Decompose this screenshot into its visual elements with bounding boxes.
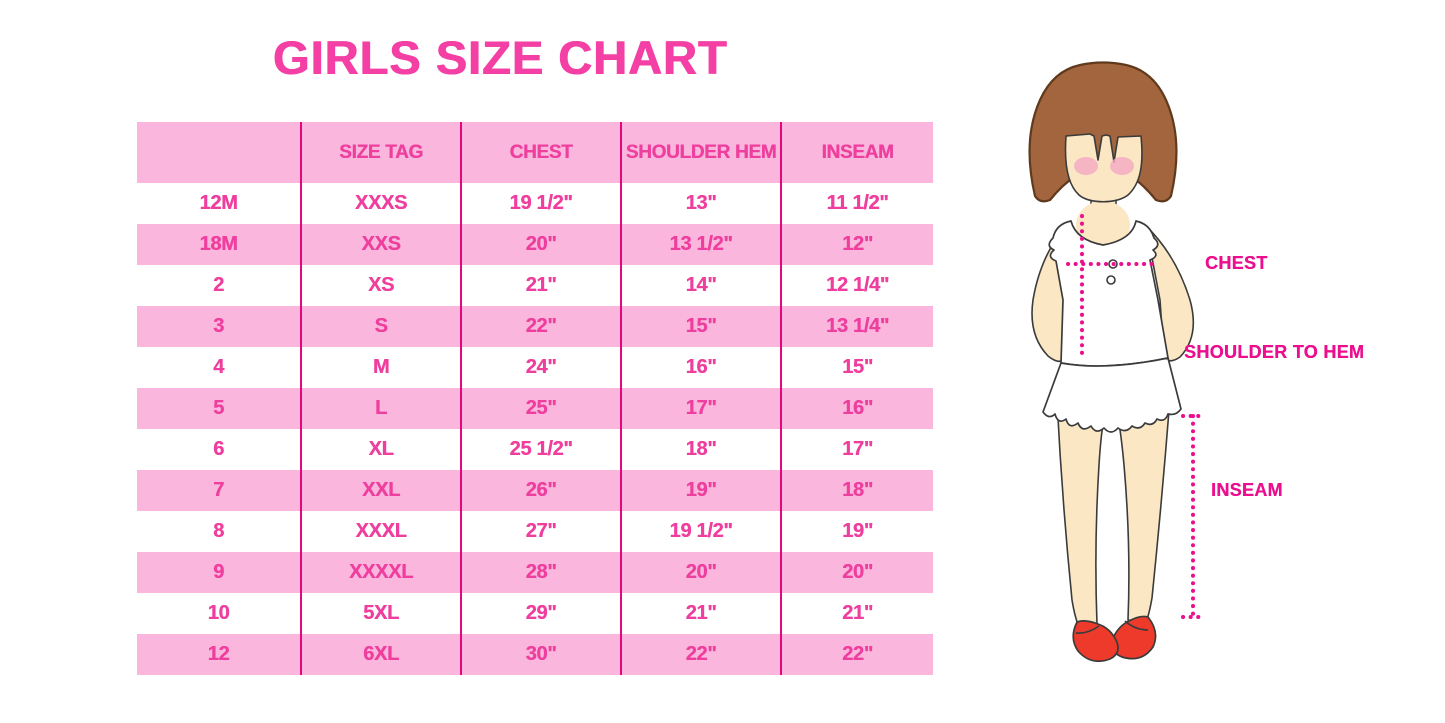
table-cell: 30" [460,634,620,675]
blush [1074,157,1134,175]
table-cell: 25" [460,388,620,429]
table-cell: 18" [620,429,780,470]
neck [1076,197,1130,249]
table-cell: 6 [213,438,224,460]
girl-illustration [1028,61,1205,663]
table-cell: 18M [199,233,238,255]
table-row: 3 S 22" 15" 13 1/4" [137,306,933,347]
header-cell: SIZE TAG [300,122,460,183]
table-cell: 5XL [300,593,460,634]
table-cell: S [300,306,460,347]
table-cell: XXXL [300,511,460,552]
table-cell: 8 [213,520,224,542]
table-body: 12M XXXS 19 1/2" 13" 11 1/2" 18M XXS 20" 13 1/2"… [137,183,933,675]
table-cell: 5 [213,397,224,419]
table-cell: 16" [620,347,780,388]
table-row: 6 XL 25 1/2" 18" 17" [137,429,933,470]
bodice [1048,220,1169,367]
table-cell: 29" [460,593,620,634]
table-cell: 28" [460,552,620,593]
table-row: 7 XXL 26" 19" 18" [137,470,933,511]
table-cell: 13 1/2" [620,224,780,265]
table-cell: 2 [213,274,224,296]
table-cell: 10 [207,602,230,624]
shoes [1072,615,1157,663]
table-cell: 20" [780,552,933,593]
table-cell: 7 [213,479,224,501]
table-cell: 15" [620,306,780,347]
table-cell: 21" [460,265,620,306]
table-cell: 9 [213,561,224,583]
skirt [1042,357,1182,433]
table-cell: L [300,388,460,429]
table-cell: XXL [300,470,460,511]
table-row: 8 XXXL 27" 19 1/2" 19" [137,511,933,552]
header-cell: SHOULDER HEM [620,122,780,183]
table-cell: 26" [460,470,620,511]
table-cell: 22" [780,634,933,675]
table-cell: 4 [213,356,224,378]
table-cell: 17" [620,388,780,429]
table-cell: XXS [300,224,460,265]
table-cell: XXXS [300,183,460,224]
table-cell: M [300,347,460,388]
table-cell: 21" [620,593,780,634]
header-cell: INSEAM [780,122,933,183]
header-cell: CHEST [460,122,620,183]
table-cell: 20" [460,224,620,265]
table-cell: 12M [199,192,238,214]
chest-label: CHEST [1205,253,1268,273]
table-cell: 22" [620,634,780,675]
table-cell: 19" [780,511,933,552]
measurement-lines [1066,214,1205,619]
shoulder-to-hem-label: SHOULDER TO HEM [1184,342,1365,362]
table-cell: 16" [780,388,933,429]
table-cell: XS [300,265,460,306]
girl-measurement-figure: CHEST SHOULDER TO HEM INSEAM [1000,50,1445,690]
table-cell: 18" [780,470,933,511]
table-row: 4 M 24" 16" 15" [137,347,933,388]
table-row: 10 5XL 29" 21" 21" [137,593,933,634]
table-row: 12M XXXS 19 1/2" 13" 11 1/2" [137,183,933,224]
table-cell: XXXXL [300,552,460,593]
table-cell: 22" [460,306,620,347]
table-row: 2 XS 21" 14" 12 1/4" [137,265,933,306]
table-cell: 15" [780,347,933,388]
table-cell: 14" [620,265,780,306]
table-cell: 27" [460,511,620,552]
inseam-label: INSEAM [1211,480,1283,500]
header-cell [137,122,300,183]
table-cell: 25 1/2" [460,429,620,470]
table-cell: 17" [780,429,933,470]
table-cell: 19 1/2" [460,183,620,224]
table-cell: 12 [207,643,230,665]
table-cell: 24" [460,347,620,388]
face [1064,133,1143,203]
table-row: 18M XXS 20" 13 1/2" 12" [137,224,933,265]
table-cell: 19" [620,470,780,511]
table-cell: 11 1/2" [780,183,933,224]
page-title: GIRLS SIZE CHART [272,31,728,84]
table-cell: XL [300,429,460,470]
table-cell: 12 1/4" [780,265,933,306]
table-cell: 13" [620,183,780,224]
table-row: 9 XXXXL 28" 20" 20" [137,552,933,593]
table-row: 5 L 25" 17" 16" [137,388,933,429]
table-cell: 21" [780,593,933,634]
table-cell: 6XL [300,634,460,675]
table-cell: 19 1/2" [620,511,780,552]
table-header-row: SIZE TAG CHEST SHOULDER HEM INSEAM [137,122,933,183]
table-cell: 12" [780,224,933,265]
table-row: 12 6XL 30" 22" 22" [137,634,933,675]
table-cell: 20" [620,552,780,593]
table-cell: 13 1/4" [780,306,933,347]
table-cell: 3 [213,315,224,337]
size-chart-table: SIZE TAG CHEST SHOULDER HEM INSEAM 12M XXXS 1… [137,122,933,675]
